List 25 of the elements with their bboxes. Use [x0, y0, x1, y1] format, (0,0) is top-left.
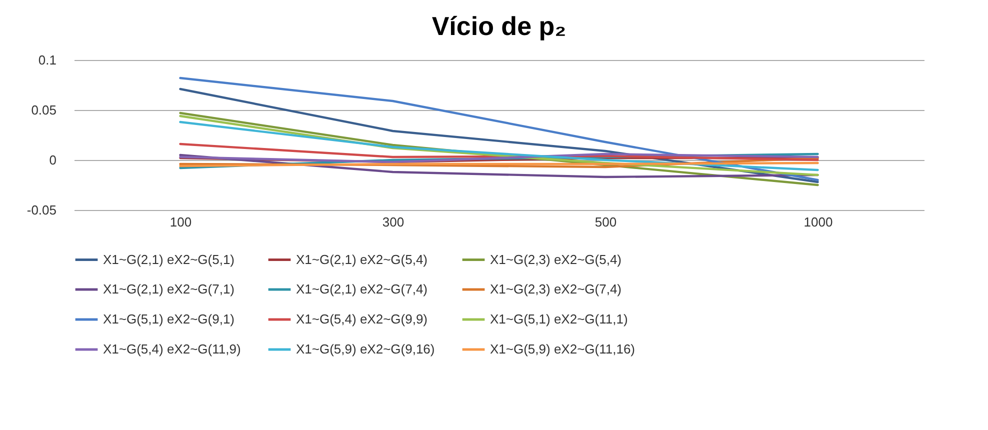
- legend-label: X1~G(2,1) eX2~G(5,4): [296, 252, 428, 267]
- y-tick-label: 0: [49, 152, 56, 168]
- line-series: [179, 120, 819, 172]
- y-tick-label: 0.1: [38, 52, 56, 68]
- legend-label: X1~G(5,9) eX2~G(11,16): [490, 342, 636, 356]
- y-tick-label: 0.05: [31, 102, 56, 118]
- legend-label: X1~G(2,1) eX2~G(5,1): [103, 252, 235, 267]
- chart-title: Vício de p₂: [432, 11, 566, 41]
- x-tick-label: 100: [170, 214, 192, 230]
- legend-label: X1~G(5,9) eX2~G(9,16): [296, 342, 435, 356]
- legend-label: X1~G(5,1) eX2~G(11,1): [490, 312, 628, 326]
- x-tick-label: 500: [594, 214, 617, 230]
- legend-label: X1~G(5,4) eX2~G(11,9): [103, 342, 241, 356]
- line-series: [179, 156, 819, 168]
- legend-label: X1~G(2,1) eX2~G(7,4): [296, 282, 428, 296]
- legend-label: X1~G(2,3) eX2~G(7,4): [490, 282, 622, 296]
- legend-label: X1~G(5,4) eX2~G(9,9): [296, 312, 428, 326]
- legend-label: X1~G(2,3) eX2~G(5,4): [490, 252, 622, 267]
- line-series: [179, 114, 819, 176]
- x-tick-label: 300: [382, 214, 404, 230]
- line-series: [179, 142, 819, 162]
- y-tick-label: -0.05: [26, 202, 56, 218]
- legend-label: X1~G(5,1) eX2~G(9,1): [103, 312, 235, 326]
- x-tick-label: 1000: [804, 214, 833, 230]
- legend-label: X1~G(2,1) eX2~G(7,1): [103, 282, 235, 296]
